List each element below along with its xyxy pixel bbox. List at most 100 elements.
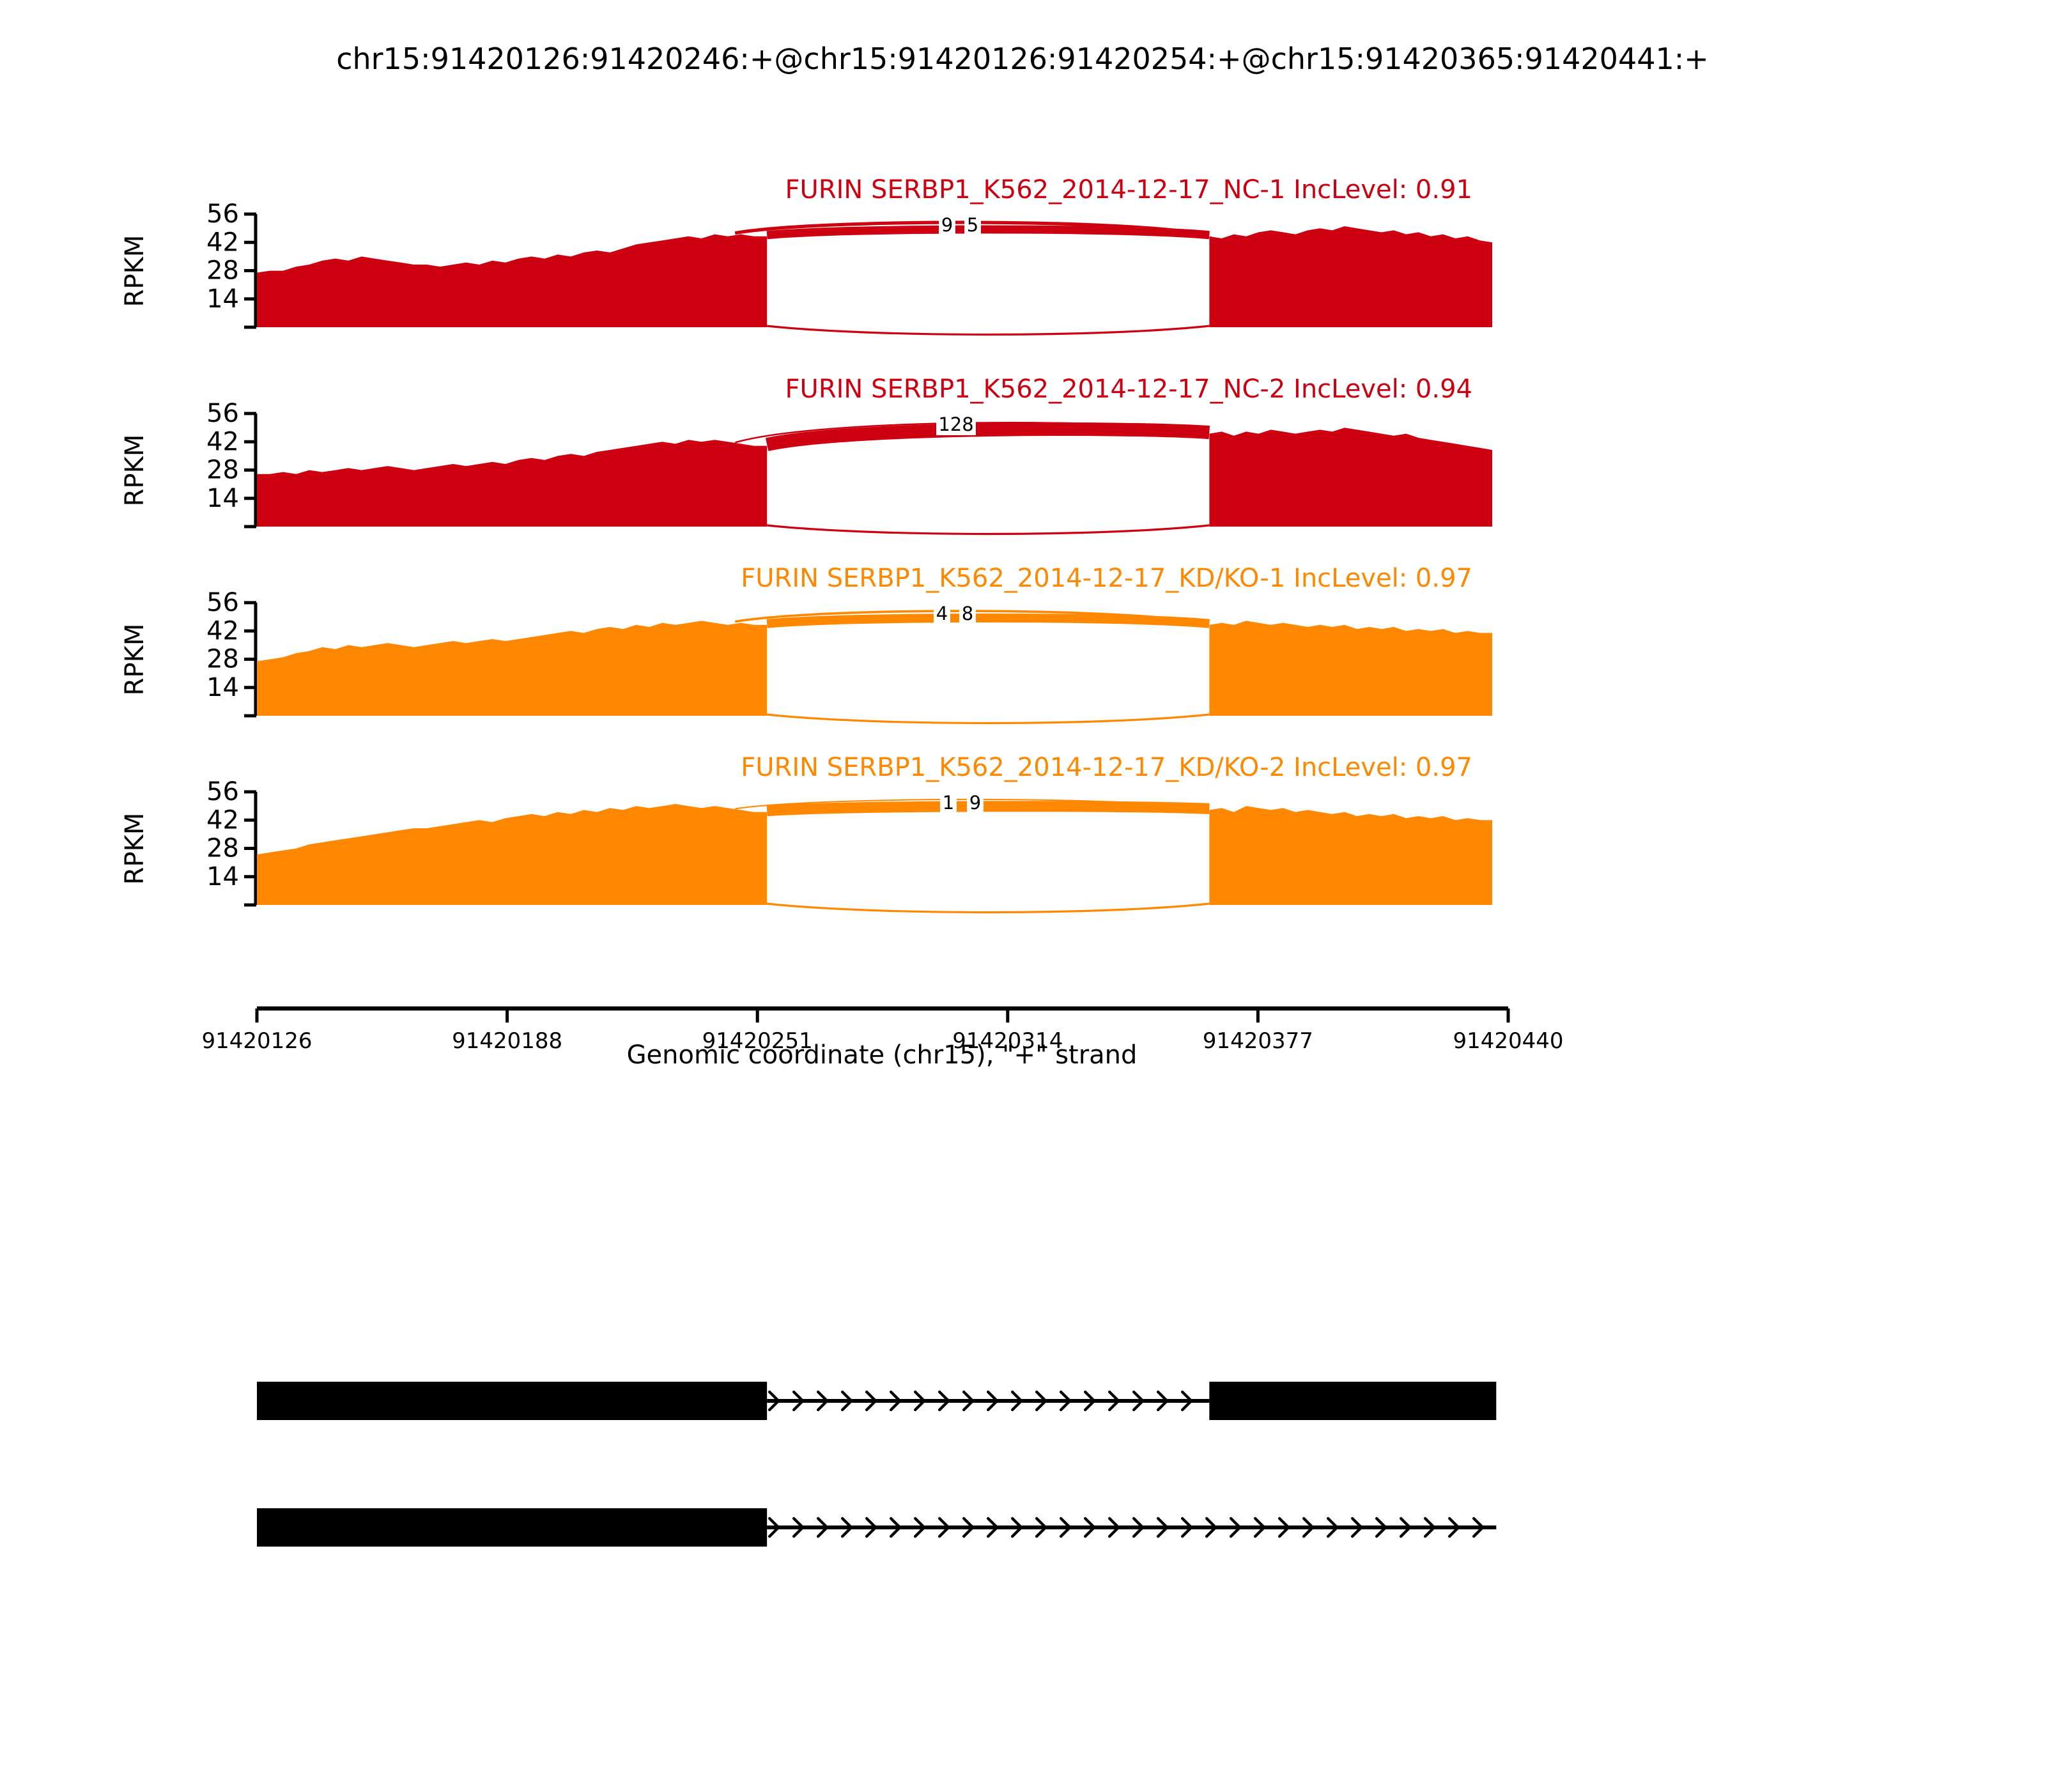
junction-count-label: 128: [938, 413, 973, 435]
y-axis-title: RPKM: [120, 235, 150, 307]
strand-arrow: [1472, 1517, 1485, 1538]
strand-arrow: [889, 1390, 902, 1412]
y-tick-label: 56: [206, 588, 239, 617]
junction-count-bg: [936, 414, 976, 435]
strand-arrow: [913, 1517, 927, 1538]
junction-count-label: 1: [943, 792, 954, 814]
strand-arrow: [816, 1390, 830, 1412]
coverage-area-left: [257, 440, 768, 527]
strand-arrow: [865, 1390, 878, 1412]
strand-arrow: [1107, 1390, 1121, 1412]
strand-arrow: [1180, 1390, 1194, 1412]
track-title: FURIN SERBP1_K562_2014-12-17_NC-2 IncLev…: [785, 375, 1472, 404]
y-tick-label: 28: [206, 456, 239, 485]
junction-count-label: 9: [941, 214, 953, 236]
isoform-1: [257, 1382, 1497, 1420]
strand-arrow: [1083, 1517, 1097, 1538]
junction-arc-inner: [766, 613, 1210, 628]
strand-arrow: [889, 1517, 902, 1538]
strand-arrow: [1035, 1390, 1048, 1412]
y-tick-label: 42: [206, 805, 239, 835]
x-tick-label: 91420251: [702, 1028, 813, 1054]
strand-arrow: [768, 1517, 781, 1538]
y-tick-label: 56: [206, 777, 239, 807]
junction-arc-bottom: [766, 524, 1210, 536]
strand-arrow: [986, 1390, 999, 1412]
strand-arrow: [1035, 1517, 1048, 1538]
strand-arrow: [1423, 1517, 1437, 1538]
strand-arrow: [1447, 1517, 1461, 1538]
strand-arrow: [1326, 1517, 1339, 1538]
y-tick-label: 28: [206, 645, 239, 674]
junction-count-label: 4: [936, 603, 948, 624]
x-tick-label: 91420440: [1453, 1028, 1563, 1054]
coverage-area-left: [257, 621, 768, 716]
strand-arrow: [1253, 1517, 1267, 1538]
strand-arrow: [1107, 1517, 1121, 1538]
junction-arc-bottom: [766, 713, 1210, 725]
junction-arc-bottom: [766, 902, 1210, 914]
isoform-2: [257, 1508, 1497, 1547]
strand-arrow: [1132, 1517, 1145, 1538]
coverage-area-right: [1209, 428, 1492, 527]
junction-count-bg: [964, 215, 981, 236]
strand-arrow: [1010, 1390, 1024, 1412]
y-axis-title: RPKM: [120, 813, 150, 885]
x-tick-label: 91420377: [1203, 1028, 1313, 1054]
coverage-area-right: [1209, 621, 1492, 716]
strand-arrow: [1156, 1390, 1169, 1412]
plot-title: chr15:91420126:91420246:+@chr15:91420126…: [336, 42, 1709, 76]
y-tick-label: 42: [206, 427, 239, 456]
x-axis-title: Genomic coordinate (chr15), "+" strand: [627, 1040, 1138, 1070]
strand-arrow: [1399, 1517, 1412, 1538]
junction-arc-bottom: [766, 325, 1210, 336]
junction-count-label: 9: [969, 792, 981, 814]
strand-arrow: [1156, 1517, 1169, 1538]
strand-arrow: [1010, 1517, 1024, 1538]
junction-arc-inner: [766, 801, 1210, 817]
junction-count-bg: [939, 215, 955, 236]
strand-arrow: [1302, 1517, 1315, 1538]
y-tick-label: 28: [206, 256, 239, 286]
strand-arrow: [1277, 1517, 1291, 1538]
strand-arrow: [792, 1517, 805, 1538]
y-axis-title: RPKM: [120, 435, 150, 507]
coverage-area-right: [1209, 226, 1492, 327]
strand-arrow: [913, 1390, 927, 1412]
strand-arrow: [1375, 1517, 1388, 1538]
track-title: FURIN SERBP1_K562_2014-12-17_KD/KO-1 Inc…: [741, 564, 1472, 593]
strand-arrow: [865, 1517, 878, 1538]
junction-arc-inner: [765, 422, 1210, 451]
strand-arrow: [1132, 1390, 1145, 1412]
strand-arrow: [1059, 1517, 1072, 1538]
strand-arrow: [1350, 1517, 1364, 1538]
gene-model: [257, 1382, 1497, 1547]
strand-arrow: [1059, 1390, 1072, 1412]
y-tick-label: 14: [206, 484, 239, 513]
exon-box: [257, 1382, 768, 1420]
junction-count-bg: [934, 603, 950, 624]
strand-arrow: [840, 1390, 854, 1412]
strand-arrow: [840, 1517, 854, 1538]
strand-arrow: [1180, 1517, 1194, 1538]
exon-box: [257, 1508, 768, 1547]
strand-arrow: [792, 1390, 805, 1412]
y-tick-label: 14: [206, 673, 239, 702]
junction-count-bg: [940, 792, 957, 814]
x-axis: 91420126 91420188 91420251 91420314 91420377…: [201, 1006, 1564, 1054]
coverage-area-right: [1209, 806, 1492, 905]
strand-arrow: [768, 1390, 781, 1412]
junction-count-label: 8: [962, 603, 973, 624]
y-tick-label: 28: [206, 834, 239, 863]
y-tick-label: 42: [206, 228, 239, 257]
strand-arrow: [938, 1390, 951, 1412]
strand-arrow: [962, 1390, 975, 1412]
